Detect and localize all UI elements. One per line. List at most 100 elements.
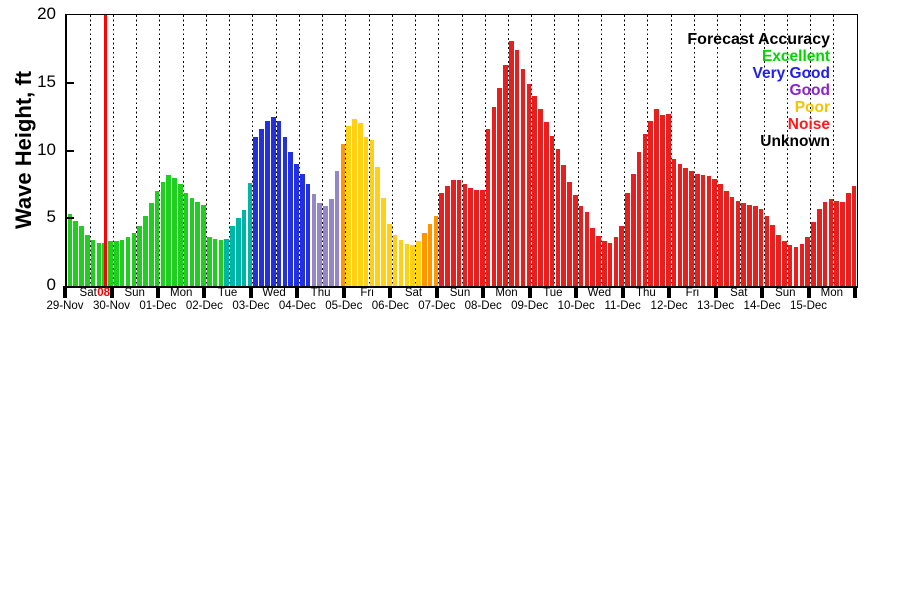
bar — [236, 218, 241, 286]
vertical-gridline — [205, 15, 207, 286]
vertical-gridline — [670, 15, 672, 286]
bar — [509, 40, 514, 286]
bar — [497, 88, 503, 286]
bar — [317, 203, 322, 286]
day-boundary-tick — [155, 286, 160, 298]
current-time-marker-line — [104, 15, 108, 286]
x-axis-day-name: Mon — [170, 287, 193, 299]
bar — [776, 234, 781, 286]
bar — [665, 113, 671, 286]
bar — [572, 195, 578, 286]
bar — [114, 241, 119, 286]
vertical-gridline — [89, 15, 91, 286]
bar — [549, 135, 555, 286]
bar — [706, 176, 712, 286]
bar — [602, 241, 607, 286]
current-time-label: 08 — [97, 287, 111, 299]
legend: Forecast Accuracy Excellent Very Good Good… — [687, 31, 830, 150]
bar — [137, 226, 142, 286]
bar — [166, 174, 171, 286]
day-boundary-tick — [248, 286, 253, 298]
bar — [189, 197, 195, 286]
x-axis-date-label: 30-Nov — [92, 300, 131, 312]
bar — [67, 214, 73, 286]
bar — [700, 174, 706, 286]
bar — [543, 122, 549, 286]
bar — [607, 242, 613, 286]
bar — [671, 158, 677, 286]
legend-entry: Good — [789, 82, 830, 99]
vertical-gridline — [717, 15, 719, 286]
bar — [787, 245, 793, 286]
x-axis-date-label: 14-Dec — [743, 300, 781, 312]
y-axis-tick-label: 0 — [46, 275, 56, 294]
bar — [230, 226, 235, 286]
bar — [445, 185, 450, 286]
vertical-gridline — [298, 15, 300, 286]
vertical-gridline — [345, 15, 347, 286]
bar — [578, 206, 584, 286]
bar — [834, 200, 839, 286]
bar — [218, 239, 224, 286]
vertical-gridline — [229, 15, 231, 286]
bar — [845, 192, 851, 286]
day-boundary-tick — [202, 286, 207, 298]
legend-entry: Excellent — [761, 48, 830, 65]
bar — [404, 244, 410, 286]
bar — [346, 126, 352, 286]
bar — [79, 226, 84, 286]
legend-entry: Noise — [787, 116, 830, 133]
bar — [212, 238, 218, 286]
x-axis-date-label: 02-Dec — [185, 300, 223, 312]
x-axis-day-name: Fri — [360, 287, 374, 299]
bar — [456, 180, 462, 286]
day-boundary-tick — [434, 286, 439, 298]
x-axis-day-name: Fri — [685, 287, 700, 299]
vertical-gridline — [531, 15, 533, 286]
bar — [724, 191, 729, 286]
vertical-gridline — [600, 15, 602, 286]
vertical-gridline — [833, 15, 835, 286]
y-axis-tick-label: 10 — [37, 139, 56, 159]
day-boundary-tick — [806, 286, 811, 298]
bar — [73, 221, 79, 286]
bar — [381, 197, 386, 286]
bar — [485, 128, 491, 286]
bar — [480, 189, 485, 286]
legend-entry: Poor — [794, 99, 830, 116]
bar — [334, 170, 340, 286]
bar — [265, 120, 270, 286]
vertical-gridline — [507, 15, 509, 286]
bar — [694, 173, 700, 286]
bar — [613, 237, 619, 286]
y-axis-tick — [67, 81, 74, 84]
x-axis-day-name: Mon — [495, 287, 518, 299]
vertical-gridline — [624, 15, 626, 286]
bar — [90, 239, 96, 286]
bar — [584, 211, 590, 286]
vertical-gridline — [693, 15, 695, 286]
bar — [224, 238, 230, 286]
bar — [782, 241, 787, 286]
bar — [398, 239, 404, 286]
bar — [799, 244, 805, 286]
bar — [677, 164, 683, 286]
bar — [538, 108, 543, 286]
x-axis-date-label: 29-Nov — [46, 300, 84, 312]
x-axis-day-name: Sun — [124, 287, 145, 299]
x-axis-day-name: Tue — [217, 287, 238, 299]
bar — [299, 173, 305, 286]
bar — [567, 181, 572, 286]
bar — [596, 235, 601, 286]
bar — [654, 108, 659, 286]
x-axis-day-name: Wed — [587, 287, 612, 299]
bar — [718, 184, 723, 286]
y-axis-tick — [67, 217, 74, 220]
bar — [241, 210, 247, 286]
y-axis-tick-label: 5 — [46, 207, 56, 227]
bar — [392, 234, 398, 286]
bar — [851, 185, 857, 286]
bar — [195, 202, 200, 286]
bar — [660, 115, 665, 286]
bar — [288, 151, 293, 286]
